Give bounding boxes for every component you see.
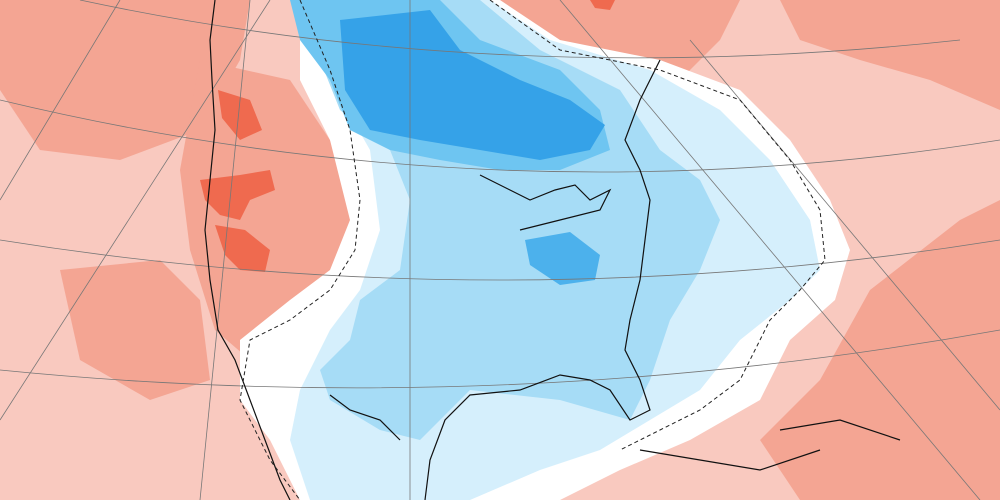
very-strong-cool-anomaly	[340, 10, 605, 160]
coastline	[204, 0, 901, 500]
strong-warm-anomaly	[200, 0, 615, 272]
zero-contour	[239, 0, 826, 500]
strong-cool-anomaly	[525, 232, 600, 285]
